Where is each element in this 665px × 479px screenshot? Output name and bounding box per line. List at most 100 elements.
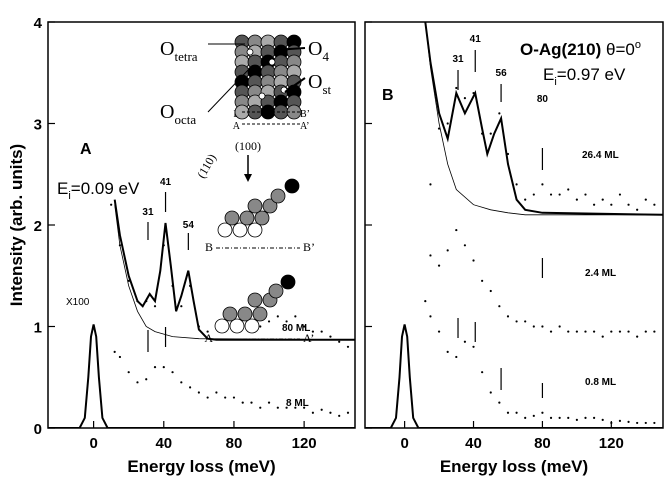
peak-label: 80: [537, 94, 549, 105]
data-point: [241, 401, 244, 404]
annotation: Oocta: [160, 101, 196, 127]
atom: [229, 318, 245, 334]
data-point: [584, 193, 587, 196]
data-point: [584, 330, 587, 333]
annotation: A’: [303, 331, 314, 345]
data-point: [532, 193, 535, 196]
peak-label: 54: [183, 220, 195, 231]
data-point: [429, 315, 432, 318]
data-point: [259, 325, 262, 328]
data-point: [481, 132, 484, 135]
data-point: [276, 315, 279, 318]
data-point: [575, 198, 578, 201]
data-point: [592, 203, 596, 206]
data-point: [506, 411, 510, 414]
data-point: [515, 320, 518, 323]
x-tick-label: 80: [534, 435, 551, 452]
annotation-text: E: [57, 179, 68, 198]
atom: [252, 306, 268, 322]
data-point: [610, 421, 613, 425]
atom: [237, 306, 253, 322]
data-point: [329, 335, 332, 338]
annotation-text: A: [204, 331, 213, 345]
atom: [254, 210, 270, 226]
data-point: [250, 401, 253, 404]
data-point: [549, 416, 553, 419]
data-point: [463, 340, 467, 343]
x-tick-label: 0: [400, 435, 408, 452]
data-point: [644, 330, 647, 333]
data-point: [541, 183, 544, 186]
annotation-tail: =0.09 eV: [71, 179, 140, 198]
atom: [244, 318, 260, 334]
data-point: [118, 355, 122, 359]
data-point: [601, 198, 604, 201]
y-tick-label: 1: [34, 320, 42, 337]
annotation-text: 26.4 ML: [582, 150, 619, 161]
atom: [222, 306, 238, 322]
annotation-text: 0.8 ML: [585, 377, 616, 388]
data-point: [429, 183, 432, 186]
annotation: X100: [66, 297, 90, 308]
x-tick-label: 120: [292, 435, 317, 452]
annotation-text: A’: [300, 121, 309, 132]
data-point: [294, 406, 297, 409]
data-point: [346, 345, 350, 348]
data-point: [136, 300, 139, 303]
annotation: (100): [235, 139, 261, 153]
data-point: [627, 420, 630, 424]
data-point: [558, 193, 561, 196]
data-point: [601, 418, 604, 421]
annotation-sub: st: [322, 82, 331, 97]
inset-arrowhead: [244, 174, 252, 182]
data-point: [320, 408, 323, 411]
data-point: [285, 320, 288, 323]
data-point: [303, 325, 306, 328]
annotation-text: (110): [194, 151, 219, 180]
annotation: O4: [308, 38, 329, 64]
data-point: [311, 330, 314, 333]
atom: [273, 104, 289, 120]
data-point: [215, 391, 218, 394]
annotation-text: B: [205, 240, 213, 254]
annotation-text: A’: [303, 331, 314, 345]
data-point: [489, 132, 492, 135]
data-point: [259, 406, 262, 409]
peak-label: 31: [452, 54, 464, 65]
data-point: [567, 416, 570, 419]
data-point: [498, 305, 501, 308]
annotation-sub: 4: [322, 49, 329, 64]
annotation: A’: [300, 121, 309, 132]
atom: [224, 210, 240, 226]
atom: [246, 48, 254, 56]
data-point: [446, 122, 449, 125]
data-point: [113, 350, 116, 353]
spectrum-line: [424, 22, 663, 216]
annotation: Ei=0.09 eV: [57, 179, 140, 202]
data-point: [303, 406, 306, 409]
x-axis-label: Energy loss (meV): [440, 457, 588, 476]
data-point: [575, 330, 578, 333]
data-point: [636, 208, 639, 211]
annotation-text: B: [382, 87, 394, 104]
data-point: [329, 411, 332, 414]
annotation: B’: [303, 240, 315, 254]
data-point: [429, 254, 432, 257]
data-point: [446, 350, 449, 353]
data-point: [489, 289, 492, 293]
annotation-text: E: [543, 65, 554, 84]
data-point: [636, 421, 639, 425]
data-point: [541, 411, 544, 414]
annotation-tail: =0.97 eV: [557, 65, 626, 84]
annotation-text: O-Ag(210): [520, 40, 601, 59]
data-point: [276, 406, 279, 409]
annotation-text: A: [233, 121, 241, 132]
annotation-text: O: [160, 38, 174, 60]
data-point: [267, 320, 271, 323]
annotation: Ei=0.97 eV: [543, 65, 626, 88]
data-point: [455, 86, 458, 90]
annotation: Ost: [308, 71, 332, 97]
data-point: [455, 355, 458, 359]
x-tick-label: 0: [89, 435, 97, 452]
data-point: [188, 284, 192, 287]
